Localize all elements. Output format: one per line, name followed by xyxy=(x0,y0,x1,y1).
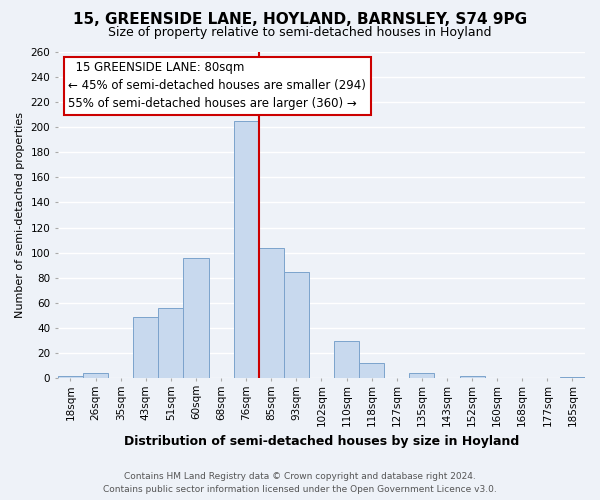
Bar xyxy=(133,317,158,378)
Text: 15 GREENSIDE LANE: 80sqm
← 45% of semi-detached houses are smaller (294)
55% of : 15 GREENSIDE LANE: 80sqm ← 45% of semi-d… xyxy=(68,62,367,110)
Bar xyxy=(184,258,209,378)
Bar xyxy=(409,374,434,378)
Bar xyxy=(359,364,384,378)
X-axis label: Distribution of semi-detached houses by size in Hoyland: Distribution of semi-detached houses by … xyxy=(124,434,519,448)
Bar xyxy=(334,341,359,378)
Bar xyxy=(83,374,108,378)
Bar xyxy=(259,248,284,378)
Bar xyxy=(233,120,259,378)
Text: Contains HM Land Registry data © Crown copyright and database right 2024.
Contai: Contains HM Land Registry data © Crown c… xyxy=(103,472,497,494)
Bar xyxy=(460,376,485,378)
Bar xyxy=(560,377,585,378)
Text: Size of property relative to semi-detached houses in Hoyland: Size of property relative to semi-detach… xyxy=(108,26,492,39)
Text: 15, GREENSIDE LANE, HOYLAND, BARNSLEY, S74 9PG: 15, GREENSIDE LANE, HOYLAND, BARNSLEY, S… xyxy=(73,12,527,28)
Y-axis label: Number of semi-detached properties: Number of semi-detached properties xyxy=(15,112,25,318)
Bar xyxy=(158,308,184,378)
Bar xyxy=(58,376,83,378)
Bar xyxy=(284,272,309,378)
